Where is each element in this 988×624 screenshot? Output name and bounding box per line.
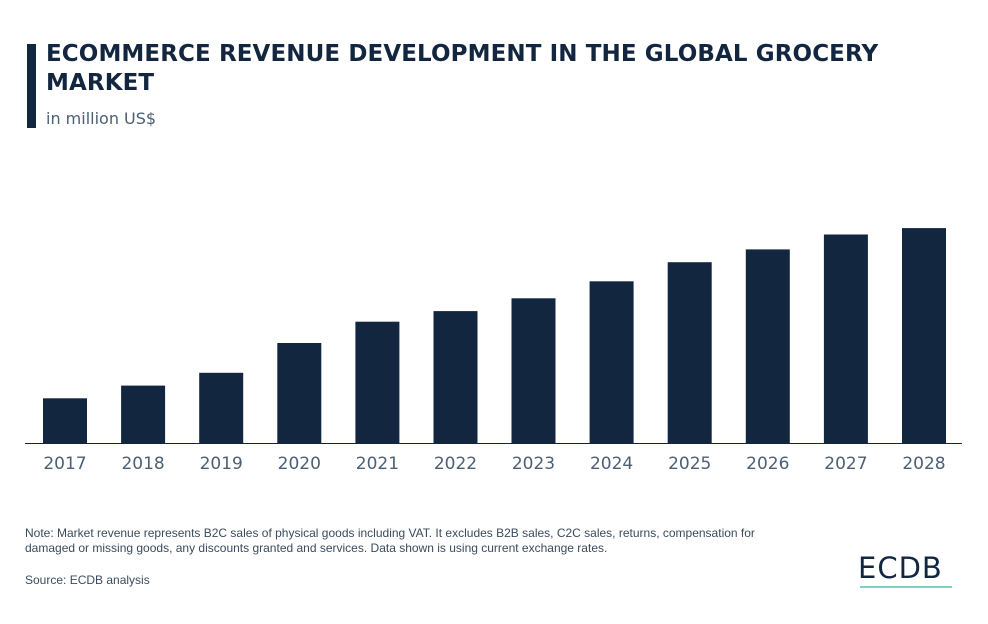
logo-underline (860, 586, 952, 588)
x-tick-label: 2025 (668, 454, 711, 474)
bar-2019 (199, 372, 244, 443)
x-tick-label: 2020 (278, 454, 321, 474)
x-tick-label: 2024 (590, 454, 633, 474)
chart-subtitle: in million US$ (46, 109, 157, 128)
bar-2025 (667, 262, 712, 443)
bar-2028 (902, 228, 946, 443)
bar-2022 (433, 311, 478, 443)
bar-2018 (121, 385, 166, 443)
bar-chart: 2017 2018 2019 2020 2021 2022 2023 2024 2025 2026… (25, 228, 962, 474)
chart-note: Note: Market revenue represents B2C sale… (25, 526, 755, 555)
chart-title: ECOMMERCE REVENUE DEVELOPMENT IN THE GLO… (46, 41, 879, 96)
x-tick-label: 2026 (746, 454, 789, 474)
x-tick-label: 2019 (200, 454, 243, 474)
bar-2027 (823, 234, 868, 443)
bar-2023 (511, 298, 556, 443)
bar-2020 (277, 343, 322, 443)
x-tick-label: 2027 (824, 454, 867, 474)
bar-2017 (43, 398, 87, 443)
x-tick-label: 2017 (43, 454, 86, 474)
x-tick-label: 2028 (902, 454, 945, 474)
ecdb-logo: ECDB (858, 551, 943, 585)
bar-2021 (355, 321, 400, 443)
x-tick-label: 2021 (356, 454, 399, 474)
chart-source: Source: ECDB analysis (25, 573, 150, 587)
bar-2026 (745, 249, 790, 443)
title-accent-bar (27, 44, 36, 128)
x-tick-label: 2023 (512, 454, 555, 474)
bar-2024 (589, 281, 634, 443)
x-tick-label: 2022 (434, 454, 477, 474)
x-tick-label: 2018 (121, 454, 164, 474)
